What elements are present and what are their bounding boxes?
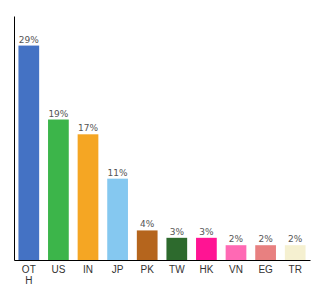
- bar: [226, 245, 247, 260]
- bar: [255, 245, 276, 260]
- x-tick: US: [51, 264, 65, 275]
- bar: [78, 134, 99, 260]
- x-tick: VN: [229, 264, 243, 275]
- bars: [18, 46, 305, 260]
- x-tick-label: JP: [112, 264, 124, 275]
- x-tick-label: HK: [199, 264, 213, 275]
- x-tick: EG: [258, 264, 273, 275]
- bar: [48, 120, 69, 260]
- bar: [285, 245, 306, 260]
- x-tick-label: OTH: [22, 264, 36, 286]
- data-label: 11%: [108, 168, 128, 178]
- y-axis: [14, 17, 15, 261]
- plot: 29% 19% 17% 11% 4% 3% 3% 2% 2% 2% OTH US IN JP PK TW HK V…: [15, 17, 311, 287]
- data-label: 4%: [140, 219, 155, 229]
- y-axis-line: [14, 17, 15, 261]
- x-tick: JP: [112, 264, 124, 275]
- x-tick-label: TW: [169, 264, 185, 275]
- x-tick-label: PK: [141, 264, 155, 275]
- data-label: 2%: [258, 234, 273, 244]
- data-label: 3%: [170, 227, 185, 237]
- x-tick-label-line: OT: [22, 264, 36, 275]
- bar: [196, 238, 217, 260]
- x-tick-label: VN: [229, 264, 243, 275]
- data-label: 2%: [288, 234, 303, 244]
- chart: 29% 19% 17% 11% 4% 3% 3% 2% 2% 2% OTH US IN JP PK TW HK V…: [0, 0, 320, 300]
- data-label: 29%: [19, 35, 39, 45]
- x-tick-label: IN: [83, 264, 93, 275]
- data-label: 3%: [199, 227, 214, 237]
- bar: [166, 238, 187, 260]
- x-tick-label: EG: [258, 264, 273, 275]
- x-axis-line: [15, 260, 311, 261]
- x-tick: OTH: [22, 264, 36, 286]
- x-tick: TR: [289, 264, 302, 275]
- data-label: 19%: [48, 109, 68, 119]
- bar: [137, 230, 158, 260]
- data-label: 17%: [78, 123, 98, 133]
- bar: [18, 46, 39, 260]
- bar: [107, 179, 128, 260]
- data-labels: 29% 19% 17% 11% 4% 3% 3% 2% 2% 2%: [19, 35, 303, 245]
- data-label: 2%: [229, 234, 244, 244]
- x-tick-label: TR: [289, 264, 302, 275]
- x-tick: IN: [83, 264, 93, 275]
- x-tick: PK: [141, 264, 155, 275]
- x-tick-label-line: H: [25, 275, 32, 286]
- x-tick-label: US: [51, 264, 65, 275]
- x-tick: TW: [169, 264, 185, 275]
- x-axis: OTH US IN JP PK TW HK VN EG TR: [15, 261, 311, 287]
- x-tick: HK: [199, 264, 213, 275]
